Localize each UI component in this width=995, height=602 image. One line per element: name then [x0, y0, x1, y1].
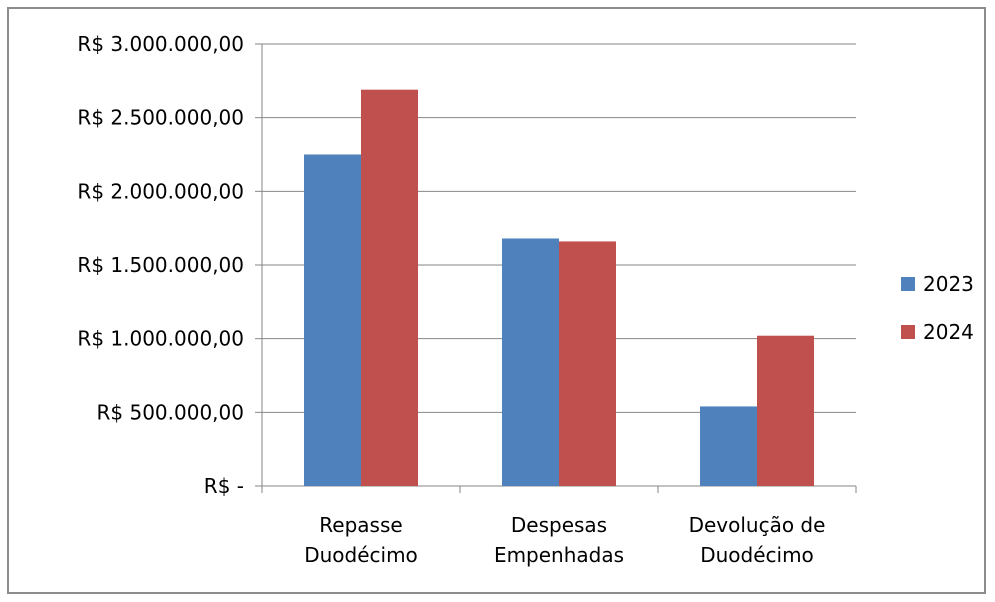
bar-2023-0 — [304, 154, 361, 486]
y-tick-label: R$ 1.500.000,00 — [77, 253, 244, 277]
x-category-label: Duodécimo — [304, 543, 418, 567]
x-category-label: Devolução de — [689, 513, 826, 537]
bar-2023-2 — [700, 406, 757, 486]
bar-2023-1 — [502, 238, 559, 486]
legend-swatch-2024 — [901, 325, 915, 339]
y-tick-label: R$ - — [204, 474, 244, 498]
chart-frame — [7, 7, 986, 594]
y-tick-label: R$ 2.500.000,00 — [77, 106, 244, 130]
x-category-label: Duodécimo — [700, 543, 814, 567]
legend-label-2023: 2023 — [923, 272, 974, 296]
x-category-label: Despesas — [511, 513, 607, 537]
bar-2024-0 — [361, 89, 418, 486]
x-category-label: Repasse — [319, 513, 402, 537]
bar-2024-1 — [559, 241, 616, 486]
y-tick-label: R$ 1.000.000,00 — [77, 327, 244, 351]
y-tick-label: R$ 2.000.000,00 — [77, 179, 244, 203]
legend-swatch-2023 — [901, 277, 915, 291]
y-tick-label: R$ 3.000.000,00 — [77, 32, 244, 56]
bar-2024-2 — [757, 335, 814, 486]
x-category-label: Empenhadas — [494, 543, 624, 567]
y-tick-label: R$ 500.000,00 — [97, 400, 245, 424]
legend-label-2024: 2024 — [923, 320, 974, 344]
